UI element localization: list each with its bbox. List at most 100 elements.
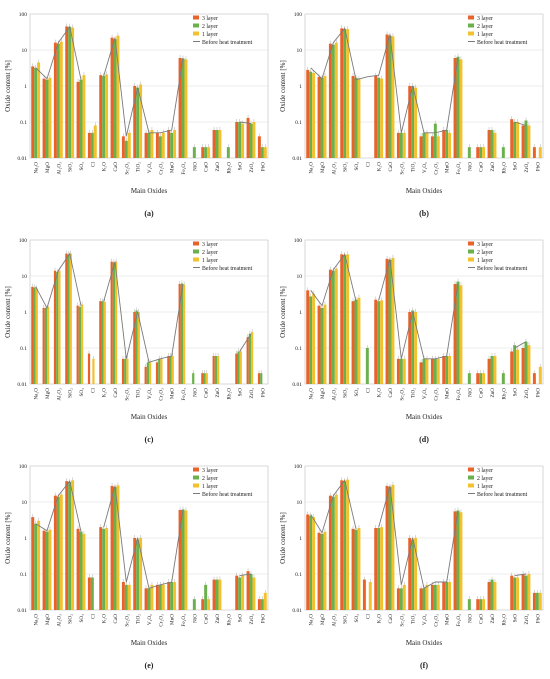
bar — [351, 528, 355, 610]
x-tick-label: MnO — [445, 162, 451, 173]
chart-panel: 0.01 0.1 1 10 100 Na₂O MgO Al₂O₃ SiO₂ SO₃ Cl K₂O CaO… — [279, 12, 544, 218]
bar — [126, 358, 129, 384]
bar — [238, 577, 242, 610]
bar — [532, 373, 536, 384]
bar — [513, 577, 517, 610]
x-tick-label: CuO — [204, 614, 210, 624]
bar — [343, 255, 347, 384]
bar — [538, 592, 542, 610]
bar — [161, 584, 165, 610]
bar — [205, 373, 208, 384]
legend-swatch — [193, 475, 199, 480]
bar — [249, 123, 253, 158]
bar — [436, 358, 440, 384]
bar — [170, 132, 174, 158]
bar — [516, 349, 520, 384]
bar — [328, 495, 332, 610]
x-tick-label: CuO — [479, 388, 485, 398]
bar — [414, 87, 418, 158]
bar — [374, 527, 378, 610]
bar — [76, 81, 80, 158]
bar — [527, 574, 531, 610]
y-tick-label: 0.01 — [17, 156, 27, 162]
bar — [456, 281, 460, 384]
bar — [354, 77, 358, 158]
legend-entry: 2 layer — [202, 24, 218, 30]
x-tick-label: Fe₂O₃ — [181, 162, 187, 175]
bar — [430, 136, 434, 158]
y-tick-label: 10 — [297, 500, 303, 506]
bar — [105, 527, 109, 610]
bar — [167, 355, 170, 384]
bar — [235, 353, 238, 384]
bar — [44, 307, 47, 384]
x-tick-label: Al₂O₃ — [56, 614, 62, 627]
bar — [155, 362, 159, 384]
bar — [448, 581, 452, 610]
bar — [115, 261, 118, 384]
bar — [391, 36, 395, 159]
bar — [377, 527, 381, 610]
panel-label: (d) — [419, 435, 429, 444]
bar — [257, 136, 261, 158]
legend-swatch — [193, 483, 199, 488]
bar — [328, 43, 332, 158]
legend-entry: 1 layer — [477, 258, 493, 264]
x-tick-label: PbO — [535, 614, 541, 623]
bar — [482, 599, 486, 610]
x-axis-label: Main Oxides — [131, 413, 168, 421]
x-tick-label: Cr₂O₃ — [433, 614, 439, 627]
bar — [343, 481, 347, 610]
bar — [135, 310, 138, 384]
bar — [445, 581, 449, 610]
y-axis-label: Oxide content [%] — [279, 286, 287, 338]
bar — [31, 66, 35, 158]
bar — [263, 592, 267, 610]
bar — [374, 299, 378, 384]
bar — [133, 538, 137, 610]
bar — [323, 304, 327, 384]
bar — [433, 123, 437, 158]
bar — [391, 484, 395, 610]
bar — [524, 341, 528, 384]
bar — [414, 312, 418, 384]
x-tick-label: CuO — [479, 614, 485, 624]
x-tick-label: Sc₂O₃ — [399, 162, 405, 175]
x-tick-label: CaO — [113, 614, 119, 624]
bar — [76, 305, 79, 384]
bar — [385, 258, 389, 384]
legend-entry: 1 layer — [202, 32, 218, 38]
bar — [510, 351, 514, 384]
bar — [58, 270, 61, 384]
bar — [479, 373, 483, 384]
bar — [399, 588, 403, 610]
bar — [334, 494, 338, 610]
bar — [448, 132, 452, 158]
bar — [328, 269, 332, 384]
x-tick-label: ZnO — [490, 614, 496, 624]
bar — [71, 27, 75, 159]
x-tick-label: MnO — [170, 162, 176, 173]
bar — [181, 58, 185, 158]
bar — [201, 599, 205, 610]
x-tick-label: SrO — [513, 162, 519, 171]
bar — [374, 75, 378, 158]
y-tick-label: 100 — [294, 238, 303, 244]
panel-label: (b) — [419, 209, 429, 218]
legend-entry: 1 layer — [477, 32, 493, 38]
x-tick-label: V₂O₅ — [147, 162, 153, 173]
bar — [408, 538, 412, 610]
bar — [331, 44, 335, 158]
x-tick-label: MnO — [445, 388, 451, 399]
bar — [42, 307, 45, 384]
series-line-before-heat-treatment — [35, 480, 252, 589]
bar — [442, 355, 446, 384]
x-tick-label: Fe₂O₃ — [456, 388, 462, 401]
legend-entry: 2 layer — [202, 250, 218, 256]
bar — [237, 351, 240, 384]
bar — [317, 305, 321, 384]
bar — [121, 581, 125, 610]
panel-label: (c) — [145, 435, 154, 444]
legend-swatch — [468, 467, 474, 472]
bar — [306, 514, 310, 610]
